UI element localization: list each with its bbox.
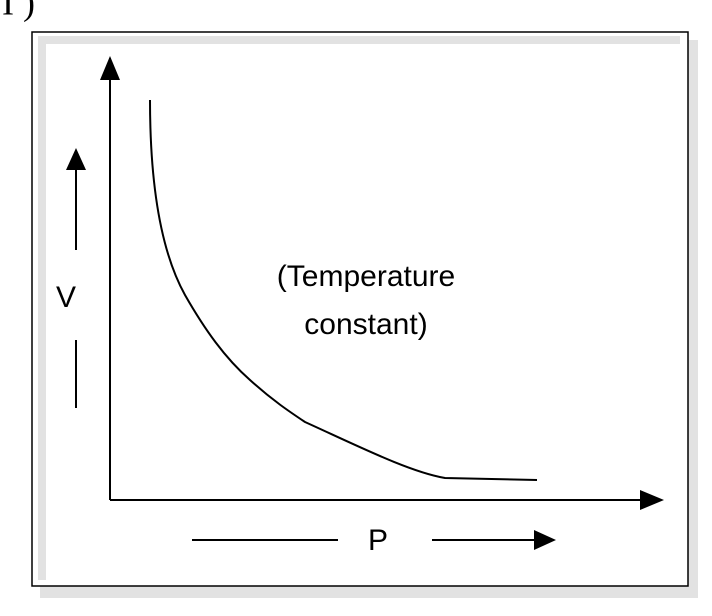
x-label: P [368, 524, 388, 557]
y-axis-arrow [100, 56, 120, 80]
caption: I ) [2, 0, 35, 22]
frame [31, 31, 689, 587]
annotation-line: (Temperature [277, 260, 455, 293]
isotherm-curve [149, 99, 538, 481]
p-arrow-head [534, 530, 556, 550]
x-axis-arrow [640, 490, 664, 510]
annotation-line: constant) [304, 308, 427, 341]
y-label: V [56, 281, 76, 314]
frame-inner-shade [38, 36, 680, 580]
v-arrow-head [66, 148, 86, 170]
